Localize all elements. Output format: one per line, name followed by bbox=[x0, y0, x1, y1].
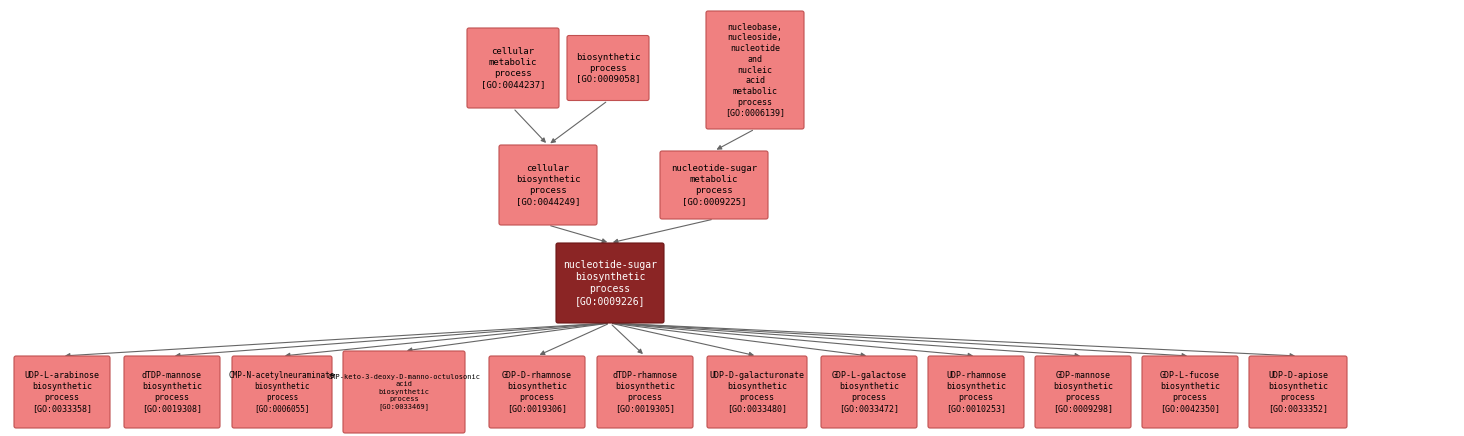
FancyBboxPatch shape bbox=[660, 151, 769, 219]
Text: UDP-D-apiose
biosynthetic
process
[GO:0033352]: UDP-D-apiose biosynthetic process [GO:00… bbox=[1268, 371, 1328, 412]
FancyBboxPatch shape bbox=[706, 11, 804, 129]
Text: cellular
metabolic
process
[GO:0044237]: cellular metabolic process [GO:0044237] bbox=[480, 48, 545, 89]
Text: nucleotide-sugar
biosynthetic
process
[GO:0009226]: nucleotide-sugar biosynthetic process [G… bbox=[564, 260, 657, 306]
FancyBboxPatch shape bbox=[556, 243, 665, 323]
Text: GDP-L-galactose
biosynthetic
process
[GO:0033472]: GDP-L-galactose biosynthetic process [GO… bbox=[832, 371, 906, 412]
Text: dTDP-mannose
biosynthetic
process
[GO:0019308]: dTDP-mannose biosynthetic process [GO:00… bbox=[142, 371, 202, 412]
FancyBboxPatch shape bbox=[467, 28, 559, 108]
FancyBboxPatch shape bbox=[1035, 356, 1132, 428]
Text: cellular
biosynthetic
process
[GO:0044249]: cellular biosynthetic process [GO:004424… bbox=[515, 164, 580, 206]
FancyBboxPatch shape bbox=[15, 356, 110, 428]
FancyBboxPatch shape bbox=[231, 356, 332, 428]
Text: UDP-L-arabinose
biosynthetic
process
[GO:0033358]: UDP-L-arabinose biosynthetic process [GO… bbox=[25, 371, 100, 412]
Text: CMP-keto-3-deoxy-D-manno-octulosonic
acid
biosynthetic
process
[GO:0033469]: CMP-keto-3-deoxy-D-manno-octulosonic aci… bbox=[328, 374, 480, 410]
Text: GDP-D-rhamnose
biosynthetic
process
[GO:0019306]: GDP-D-rhamnose biosynthetic process [GO:… bbox=[502, 371, 572, 412]
Text: dTDP-rhamnose
biosynthetic
process
[GO:0019305]: dTDP-rhamnose biosynthetic process [GO:0… bbox=[612, 371, 678, 412]
Text: CMP-N-acetylneuraminate
biosynthetic
process
[GO:0006055]: CMP-N-acetylneuraminate biosynthetic pro… bbox=[228, 371, 335, 412]
Text: nucleobase,
nucleoside,
nucleotide
and
nucleic
acid
metabolic
process
[GO:000613: nucleobase, nucleoside, nucleotide and n… bbox=[725, 23, 785, 117]
FancyBboxPatch shape bbox=[707, 356, 807, 428]
FancyBboxPatch shape bbox=[499, 145, 597, 225]
FancyBboxPatch shape bbox=[343, 351, 466, 433]
FancyBboxPatch shape bbox=[1142, 356, 1239, 428]
FancyBboxPatch shape bbox=[821, 356, 916, 428]
Text: nucleotide-sugar
metabolic
process
[GO:0009225]: nucleotide-sugar metabolic process [GO:0… bbox=[671, 164, 757, 206]
Text: UDP-rhamnose
biosynthetic
process
[GO:0010253]: UDP-rhamnose biosynthetic process [GO:00… bbox=[946, 371, 1006, 412]
Text: GDP-mannose
biosynthetic
process
[GO:0009298]: GDP-mannose biosynthetic process [GO:000… bbox=[1053, 371, 1113, 412]
FancyBboxPatch shape bbox=[1249, 356, 1347, 428]
FancyBboxPatch shape bbox=[489, 356, 586, 428]
Text: biosynthetic
process
[GO:0009058]: biosynthetic process [GO:0009058] bbox=[575, 53, 640, 83]
FancyBboxPatch shape bbox=[567, 35, 649, 101]
FancyBboxPatch shape bbox=[597, 356, 692, 428]
FancyBboxPatch shape bbox=[124, 356, 220, 428]
Text: GDP-L-fucose
biosynthetic
process
[GO:0042350]: GDP-L-fucose biosynthetic process [GO:00… bbox=[1159, 371, 1220, 412]
FancyBboxPatch shape bbox=[928, 356, 1023, 428]
Text: UDP-D-galacturonate
biosynthetic
process
[GO:0033480]: UDP-D-galacturonate biosynthetic process… bbox=[710, 371, 805, 412]
